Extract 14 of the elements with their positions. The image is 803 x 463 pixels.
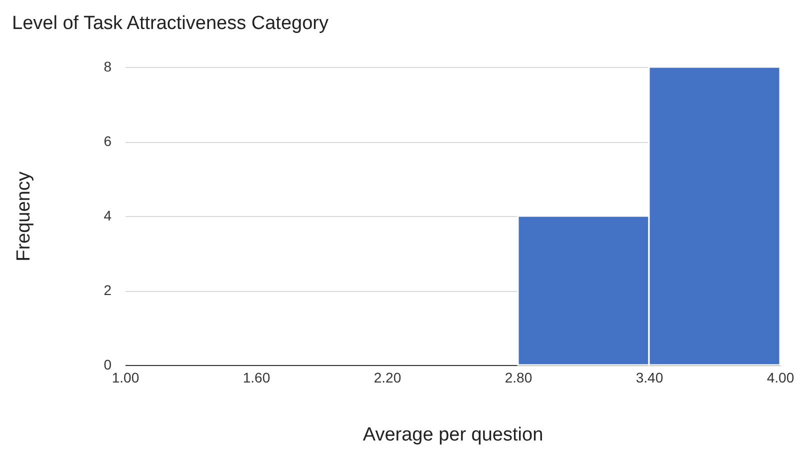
y-tick-label: 0 <box>104 356 112 372</box>
x-tick-label: 3.40 <box>636 370 664 386</box>
y-tick-label: 2 <box>104 282 112 298</box>
y-tick-label: 4 <box>104 208 112 224</box>
x-axis-title: Average per question <box>362 424 544 446</box>
x-tick-label: 1.00 <box>112 370 140 386</box>
chart-title: Level of Task Attractiveness Category <box>12 13 329 34</box>
x-tick-label: 2.20 <box>374 370 402 386</box>
y-axis-title: Frequency <box>14 171 35 262</box>
x-tick-label: 4.00 <box>766 370 794 386</box>
y-tick-label: 8 <box>104 58 112 74</box>
y-tick-label: 6 <box>104 133 112 149</box>
x-tick-label: 1.60 <box>242 370 270 386</box>
x-tick-label: 2.80 <box>504 370 532 386</box>
